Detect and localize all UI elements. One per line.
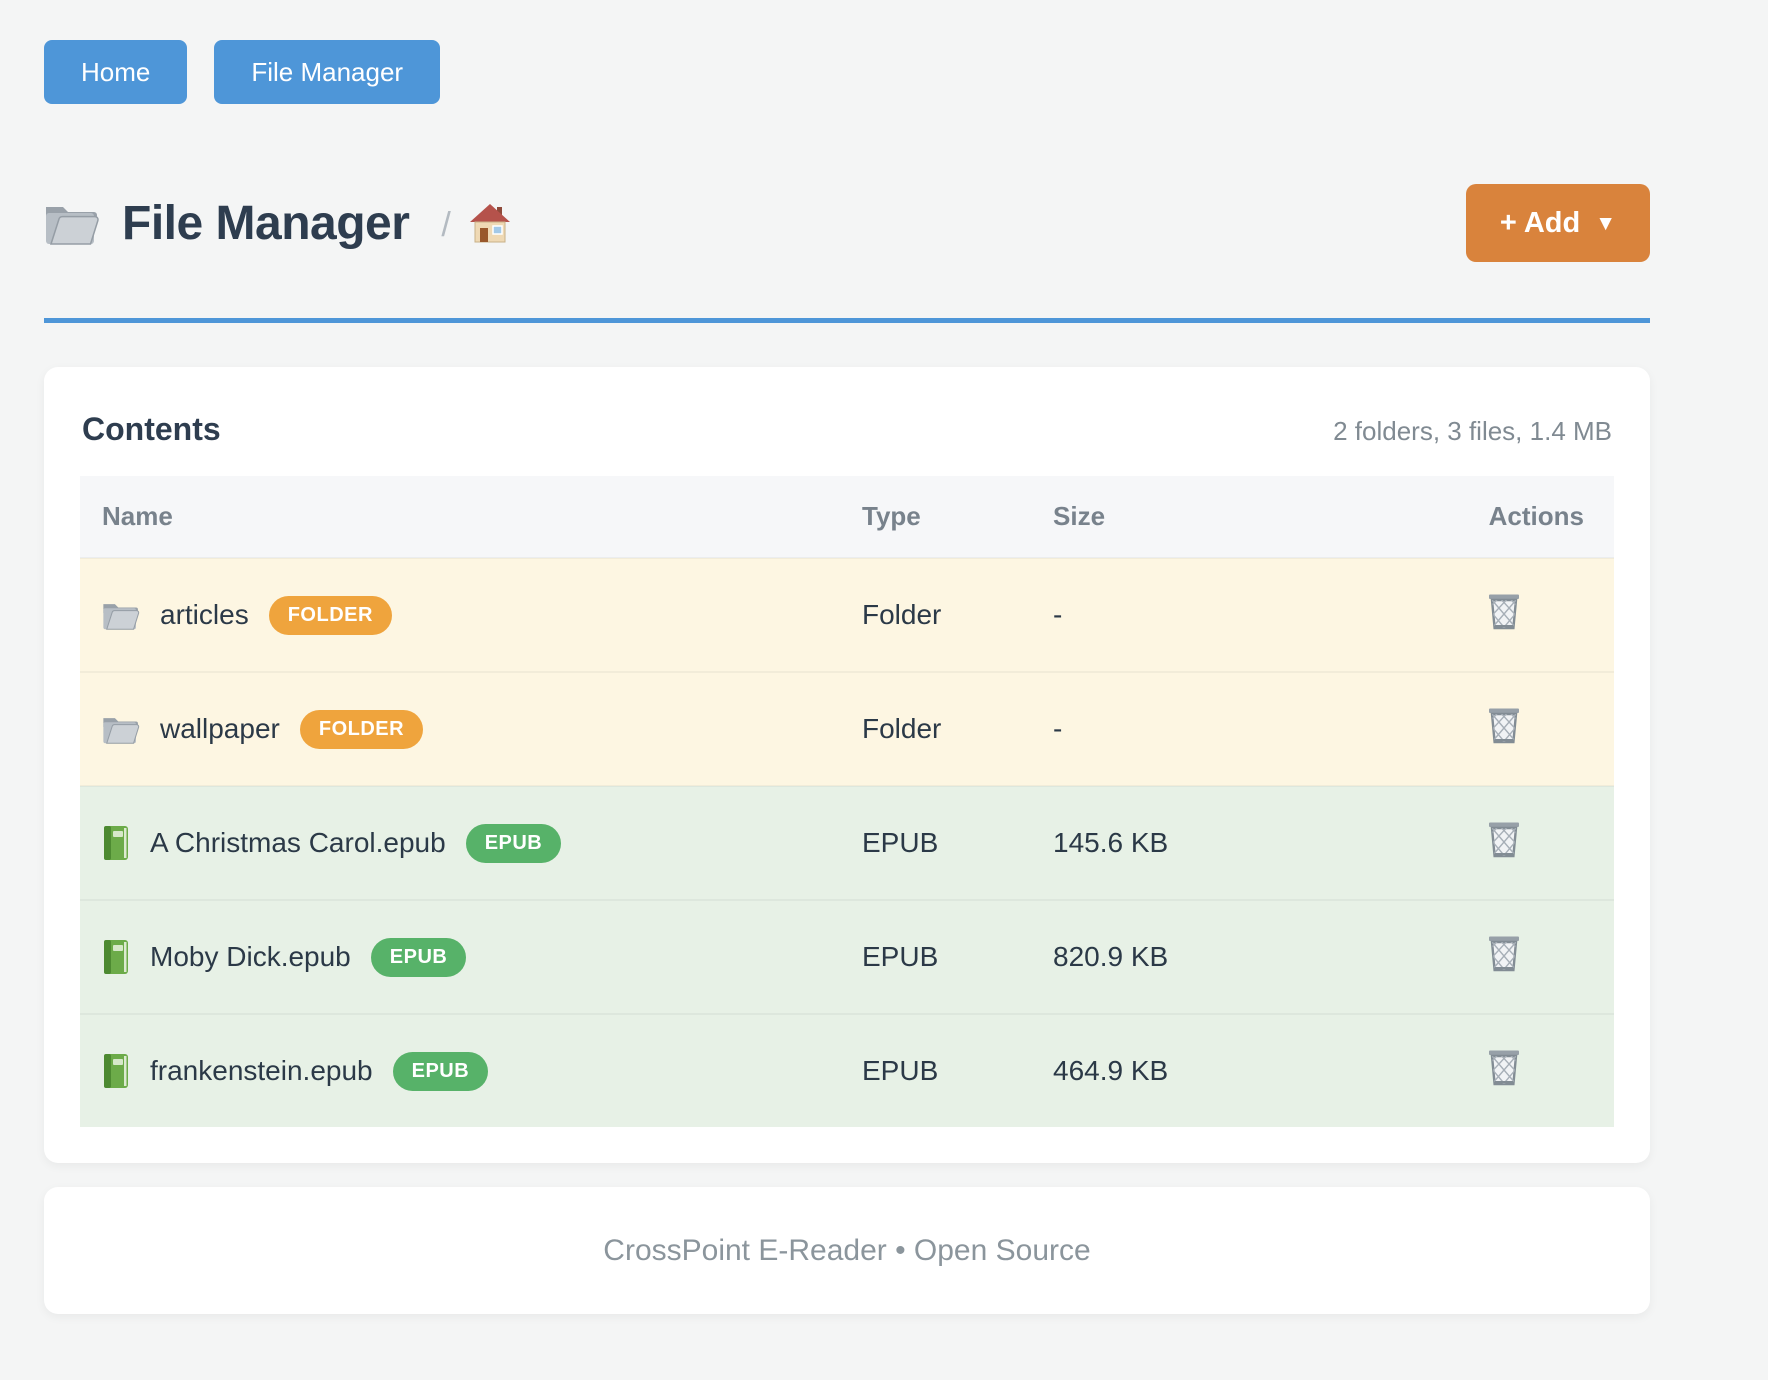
page-header: File Manager / + Add ▼ (44, 184, 1650, 323)
type-badge: EPUB (370, 937, 467, 977)
size-cell: - (1053, 713, 1063, 744)
size-cell: 145.6 KB (1053, 827, 1169, 858)
type-cell: EPUB (862, 941, 939, 972)
delete-button[interactable] (1486, 706, 1522, 746)
trash-icon (1486, 934, 1522, 974)
table-row: frankenstein.epub EPUB EPUB 464.9 KB (80, 1014, 1614, 1127)
home-icon[interactable] (469, 203, 511, 243)
delete-button[interactable] (1486, 592, 1522, 632)
type-cell: Folder (862, 599, 942, 630)
size-cell: 464.9 KB (1053, 1055, 1169, 1086)
table-row: Moby Dick.epub EPUB EPUB 820.9 KB (80, 900, 1614, 1014)
type-cell: Folder (862, 713, 942, 744)
table-header-row: Name Type Size Actions (80, 476, 1614, 558)
file-manager-nav-button[interactable]: File Manager (214, 40, 441, 104)
type-badge: EPUB (465, 823, 562, 863)
type-cell: EPUB (862, 1055, 939, 1086)
footer: CrossPoint E-Reader • Open Source (44, 1187, 1650, 1314)
file-name[interactable]: articles (160, 599, 249, 630)
breadcrumb: / (441, 203, 511, 244)
size-cell: 820.9 KB (1053, 941, 1169, 972)
file-name[interactable]: wallpaper (160, 713, 280, 744)
breadcrumb-separator: / (441, 205, 451, 244)
top-nav: Home File Manager (44, 0, 1650, 104)
delete-button[interactable] (1486, 934, 1522, 974)
file-name[interactable]: Moby Dick.epub (150, 941, 351, 972)
add-button-label: + Add (1499, 206, 1581, 239)
table-row: A Christmas Carol.epub EPUB EPUB 145.6 K… (80, 786, 1614, 900)
trash-icon (1486, 820, 1522, 860)
epub-book-icon (102, 1053, 130, 1089)
type-badge: FOLDER (299, 709, 424, 749)
folder-icon (44, 199, 100, 247)
contents-summary: 2 folders, 3 files, 1.4 MB (1333, 416, 1612, 446)
size-cell: - (1053, 599, 1063, 630)
table-row: articles FOLDER Folder - (80, 558, 1614, 672)
file-name[interactable]: A Christmas Carol.epub (150, 827, 446, 858)
trash-icon (1486, 706, 1522, 746)
column-header-size: Size (1031, 476, 1334, 558)
home-nav-button[interactable]: Home (44, 40, 188, 104)
folder-icon (102, 713, 140, 745)
delete-button[interactable] (1486, 820, 1522, 860)
page-title-group: File Manager / (44, 196, 511, 251)
table-row: wallpaper FOLDER Folder - (80, 672, 1614, 786)
chevron-down-icon: ▼ (1595, 212, 1616, 235)
column-header-name: Name (80, 476, 840, 558)
trash-icon (1486, 1048, 1522, 1088)
type-badge: FOLDER (268, 595, 392, 635)
file-name[interactable]: frankenstein.epub (150, 1055, 373, 1086)
table-body: articles FOLDER Folder - (80, 558, 1614, 1127)
add-button[interactable]: + Add ▼ (1465, 184, 1650, 262)
column-header-type: Type (840, 476, 1031, 558)
footer-text: CrossPoint E-Reader • Open Source (603, 1233, 1091, 1267)
trash-icon (1486, 592, 1522, 632)
delete-button[interactable] (1486, 1048, 1522, 1088)
type-cell: EPUB (862, 827, 939, 858)
contents-card-header: Contents 2 folders, 3 files, 1.4 MB (80, 403, 1614, 476)
contents-card: Contents 2 folders, 3 files, 1.4 MB Name… (44, 367, 1650, 1163)
folder-icon (102, 599, 140, 631)
page-title: File Manager (122, 196, 410, 250)
column-header-actions: Actions (1334, 476, 1614, 558)
type-badge: EPUB (392, 1051, 489, 1091)
epub-book-icon (102, 939, 130, 975)
contents-title: Contents (82, 411, 221, 447)
file-table: Name Type Size Actions articles (80, 476, 1614, 1127)
epub-book-icon (102, 825, 130, 861)
page: Home File Manager File Manager / (44, 0, 1650, 1314)
